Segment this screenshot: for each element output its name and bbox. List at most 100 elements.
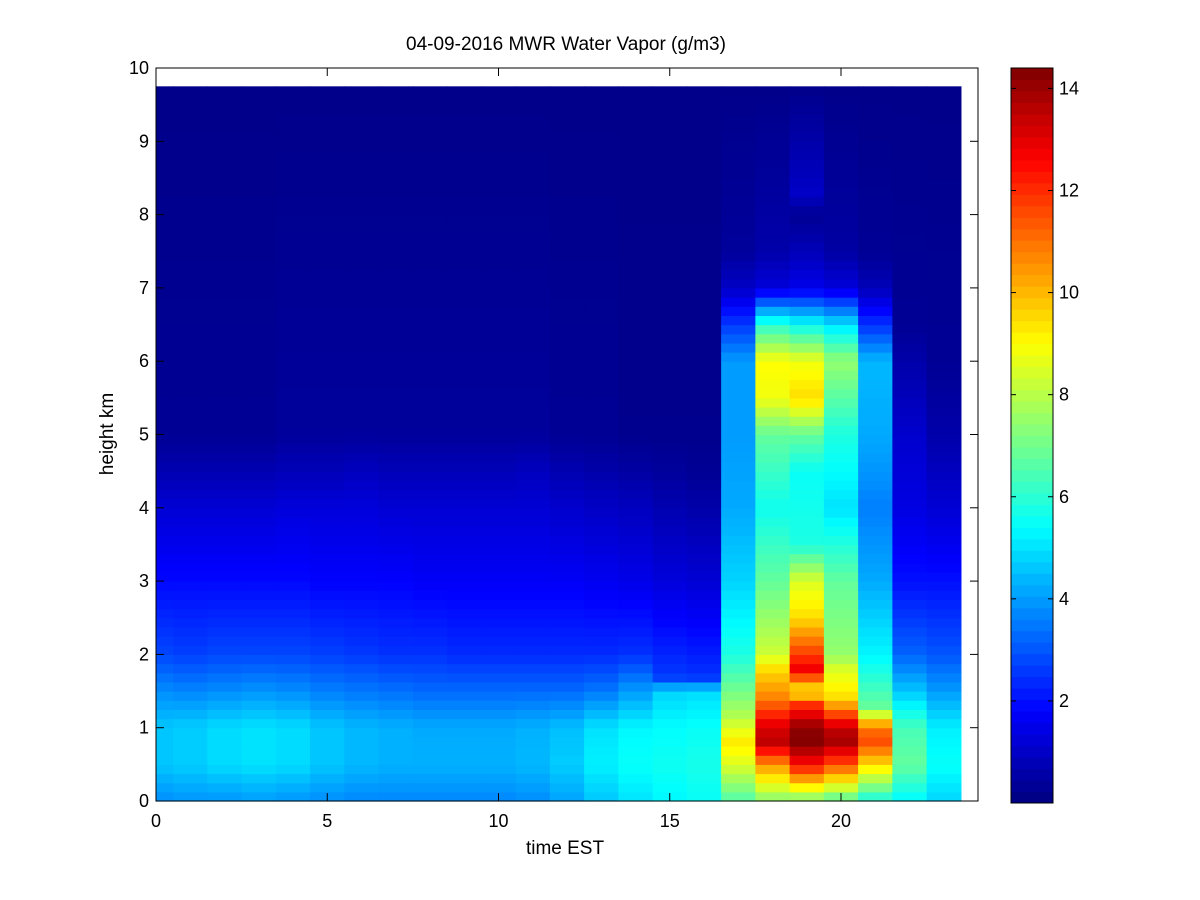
heatmap-cell — [378, 654, 414, 665]
heatmap-cell — [378, 544, 414, 555]
heatmap-cell — [858, 498, 893, 509]
heatmap-cell — [275, 168, 311, 179]
heatmap-cell — [207, 535, 243, 546]
heatmap-cell — [515, 278, 551, 289]
heatmap-cell — [173, 324, 208, 335]
heatmap-cell — [892, 113, 928, 124]
heatmap-cell — [652, 416, 688, 426]
heatmap-cell — [481, 214, 517, 225]
heatmap-cell — [310, 425, 345, 436]
heatmap-cell — [173, 113, 208, 124]
heatmap-cell — [549, 132, 585, 142]
y-tick-label: 9 — [139, 131, 149, 151]
heatmap-cell — [858, 113, 893, 124]
heatmap-cell — [447, 223, 482, 234]
heatmap-cell — [173, 461, 208, 472]
heatmap-cell — [156, 755, 174, 765]
colorbar-segment — [1011, 205, 1053, 218]
heatmap-cell — [823, 489, 859, 500]
heatmap-cell — [515, 645, 551, 655]
heatmap-cell — [926, 461, 962, 472]
heatmap-cell — [241, 379, 277, 390]
heatmap-cell — [412, 397, 448, 408]
heatmap-cell — [207, 736, 243, 747]
heatmap-cell — [241, 361, 277, 371]
heatmap-cell — [789, 434, 825, 445]
heatmap-cell — [344, 471, 380, 481]
heatmap-cell — [652, 242, 688, 252]
heatmap-cell — [858, 251, 893, 262]
heatmap-cell — [310, 297, 345, 307]
colorbar-segment — [1011, 251, 1053, 264]
heatmap-cell — [823, 562, 859, 573]
heatmap-cell — [652, 581, 688, 591]
colorbar-segment — [1011, 481, 1053, 494]
heatmap-cell — [173, 352, 208, 362]
heatmap-cell — [207, 352, 243, 362]
heatmap-cell — [275, 636, 311, 646]
heatmap-cell — [618, 113, 654, 124]
heatmap-cell — [310, 681, 345, 692]
heatmap-cell — [515, 232, 551, 243]
heatmap-cell — [378, 443, 414, 454]
heatmap-cell — [549, 416, 585, 426]
heatmap-cell — [207, 287, 243, 298]
heatmap-cell — [310, 397, 345, 408]
heatmap-cell — [378, 489, 414, 500]
heatmap-cell — [652, 727, 688, 738]
colorbar-segment — [1011, 550, 1053, 563]
heatmap-cell — [926, 86, 962, 97]
heatmap-cell — [823, 370, 859, 381]
heatmap-cell — [686, 516, 722, 527]
heatmap-cell — [789, 168, 825, 179]
heatmap-cell — [892, 177, 928, 188]
heatmap-cell — [481, 755, 517, 765]
chart-title: 04-09-2016 MWR Water Vapor (g/m3) — [406, 34, 726, 55]
heatmap-cell — [344, 590, 380, 601]
heatmap-cell — [378, 306, 414, 316]
heatmap-cell — [310, 168, 345, 179]
heatmap-cell — [618, 581, 654, 591]
heatmap-cell — [652, 187, 688, 197]
heatmap-cell — [156, 278, 174, 289]
heatmap-cell — [755, 782, 791, 793]
heatmap-cell — [789, 736, 825, 747]
heatmap-cell — [481, 590, 517, 601]
heatmap-cell — [378, 727, 414, 738]
heatmap-cell — [686, 471, 722, 481]
heatmap-cell — [892, 617, 928, 628]
heatmap-cell — [549, 746, 585, 756]
colorbar-segment — [1011, 274, 1053, 287]
heatmap-cell — [892, 434, 928, 445]
heatmap-cell — [207, 700, 243, 710]
heatmap-cell — [618, 232, 654, 243]
heatmap-cell — [173, 755, 208, 765]
heatmap-cell — [275, 242, 311, 252]
heatmap-cell — [275, 306, 311, 316]
heatmap-cell — [789, 535, 825, 546]
heatmap-cell — [926, 434, 962, 445]
heatmap-cell — [241, 480, 277, 491]
heatmap-cell — [241, 223, 277, 234]
heatmap-cell — [344, 260, 380, 271]
heatmap-cell — [926, 205, 962, 216]
heatmap-cell — [926, 590, 962, 601]
heatmap-cell — [721, 553, 756, 564]
heatmap-cell — [412, 205, 448, 216]
heatmap-cell — [584, 645, 619, 655]
heatmap-cell — [515, 425, 551, 436]
heatmap-cell — [823, 663, 859, 674]
heatmap-cell — [481, 370, 517, 381]
heatmap-cell — [481, 95, 517, 106]
colorbar-segment — [1011, 263, 1053, 276]
heatmap-cell — [412, 379, 448, 390]
heatmap-cell — [892, 86, 928, 97]
heatmap-cell — [892, 507, 928, 518]
heatmap-cell — [173, 315, 208, 326]
heatmap-cell — [686, 736, 722, 747]
heatmap-cell — [892, 681, 928, 692]
heatmap-cell — [173, 452, 208, 463]
heatmap-cell — [823, 232, 859, 243]
heatmap-cell — [721, 287, 756, 298]
